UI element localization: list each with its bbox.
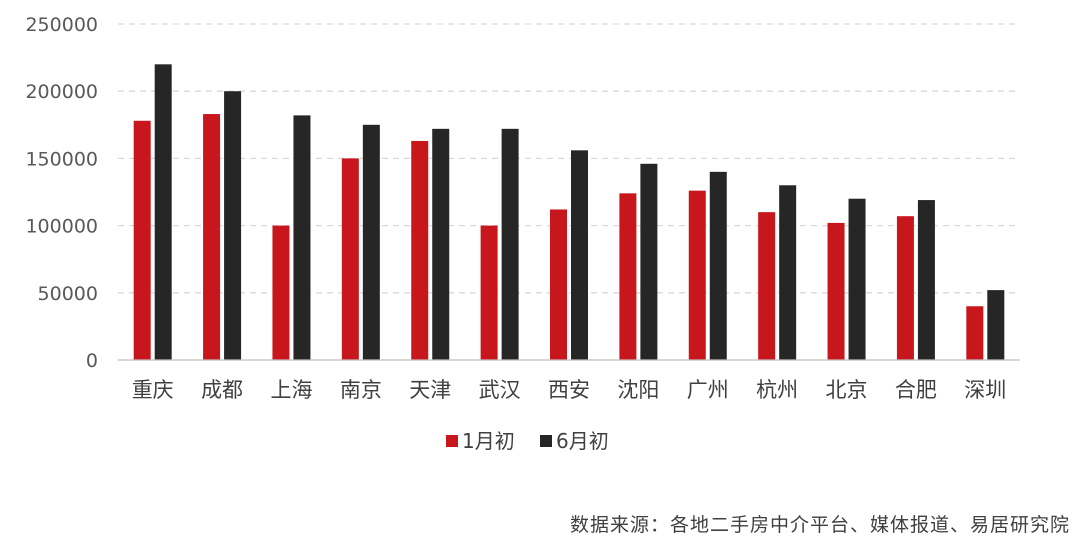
- bar-jan-4: [411, 140, 429, 360]
- legend-swatch: [446, 435, 458, 447]
- bar-jan-11: [896, 216, 914, 360]
- y-tick-label: 150000: [25, 148, 98, 170]
- bar-jun-9: [779, 185, 797, 360]
- y-tick-label: 100000: [25, 216, 98, 238]
- bar-jun-11: [917, 200, 935, 360]
- category-label: 合肥: [895, 378, 937, 402]
- bars: [133, 64, 1005, 360]
- y-tick-label: 0: [86, 350, 98, 372]
- bar-jan-3: [341, 158, 359, 360]
- category-labels: 重庆 成都 上海 南京 天津 武汉 西安 沈阳 广州 杭州 北京 合肥 深圳: [132, 378, 1007, 402]
- legend-label: 1月初: [462, 429, 515, 453]
- bar-jun-3: [362, 124, 380, 360]
- bar-jun-7: [640, 163, 658, 360]
- y-tick-label: 250000: [25, 14, 98, 36]
- bar-jan-1: [203, 114, 221, 360]
- category-label: 天津: [409, 378, 451, 402]
- source-note: 数据来源：各地二手房中介平台、媒体报道、易居研究院: [569, 514, 1070, 536]
- bar-jun-8: [709, 171, 727, 360]
- category-label: 广州: [687, 378, 729, 402]
- gridlines: [118, 23, 1020, 294]
- bar-jun-10: [848, 198, 866, 360]
- category-label: 重庆: [132, 378, 174, 402]
- y-axis-ticks: 0 50000 100000 150000 200000 250000: [25, 14, 98, 372]
- category-label: 杭州: [756, 378, 798, 402]
- legend-label: 6月初: [556, 429, 609, 453]
- bar-jan-2: [272, 225, 290, 360]
- bar-jan-0: [133, 120, 151, 360]
- category-label: 沈阳: [617, 378, 659, 402]
- bar-jan-6: [550, 209, 567, 360]
- category-label: 南京: [340, 378, 382, 402]
- category-label: 成都: [201, 378, 243, 402]
- bar-chart: 0 50000 100000 150000 200000 250000 重庆 成都 上海 南京 天…: [25, 14, 1020, 453]
- category-label: 武汉: [479, 378, 521, 402]
- y-tick-label: 50000: [38, 283, 98, 305]
- legend: 1月初 6月初: [446, 429, 609, 453]
- bar-jun-12: [987, 290, 1005, 360]
- bar-jun-6: [571, 150, 588, 360]
- bar-jan-8: [688, 190, 706, 360]
- legend-swatch: [540, 435, 552, 447]
- bar-jun-1: [224, 91, 242, 360]
- bar-jun-0: [154, 64, 172, 360]
- bar-jan-12: [966, 306, 984, 360]
- bar-jun-4: [432, 128, 450, 360]
- category-label: 深圳: [964, 378, 1006, 402]
- y-tick-label: 200000: [25, 81, 98, 103]
- category-label: 北京: [826, 378, 868, 402]
- bar-jan-7: [619, 193, 637, 360]
- bar-jun-2: [293, 115, 311, 360]
- bar-jan-9: [758, 212, 776, 360]
- bar-jan-5: [480, 225, 498, 360]
- category-label: 西安: [548, 378, 590, 402]
- category-label: 上海: [270, 378, 312, 402]
- bar-jun-5: [501, 128, 519, 360]
- bar-jan-10: [827, 222, 845, 360]
